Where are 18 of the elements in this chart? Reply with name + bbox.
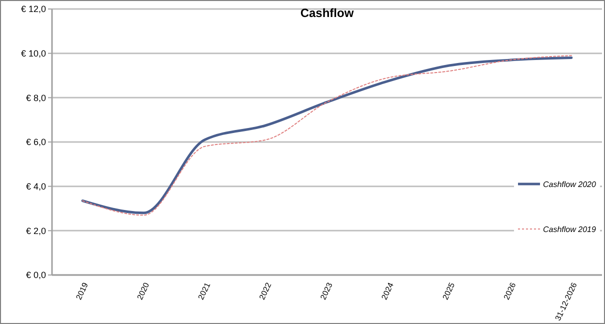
x-tick-label: 2025 <box>440 280 457 302</box>
y-tick-label: € 0,0 <box>26 270 46 280</box>
y-tick-label: € 6,0 <box>26 137 46 148</box>
legend-label: Cashflow 2020 <box>543 180 596 189</box>
x-tick-label: 2024 <box>380 280 396 302</box>
x-tick-label: 2026 <box>502 280 518 302</box>
y-tick-label: € 8,0 <box>26 92 46 103</box>
x-tick-label: 2020 <box>135 280 152 302</box>
y-tick-label: € 2,0 <box>26 226 46 236</box>
x-tick-label: 2021 <box>196 280 212 302</box>
x-tick-label: 2022 <box>258 280 274 302</box>
x-tick-label: 2023 <box>318 280 335 302</box>
legend-label: Cashflow 2019 <box>543 224 596 234</box>
y-tick-label: € 12,0 <box>20 4 46 14</box>
y-tick-label: € 10,0 <box>20 48 46 58</box>
x-tick-label: 2019 <box>74 280 90 302</box>
chart-title: Cashflow <box>300 6 354 20</box>
y-tick-label: € 4,0 <box>26 181 46 192</box>
